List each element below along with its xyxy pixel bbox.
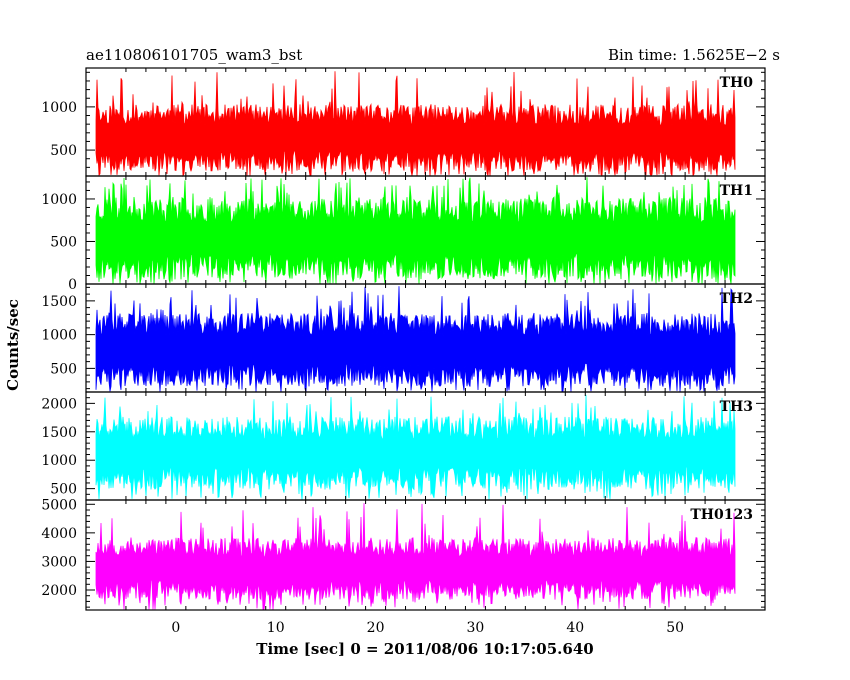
x-tick-label: 0: [171, 620, 180, 636]
x-tick-label: 20: [367, 620, 385, 636]
panel-th0: 500 1000 TH0: [41, 67, 766, 178]
x-tick-label: 10: [267, 620, 285, 636]
y-tick-label: 1000: [41, 328, 77, 344]
y-tick-label: 1500: [41, 294, 77, 310]
chart-subtitle: Bin time: 1.5625E−2 s: [608, 46, 780, 64]
x-tick-labels: 0 10 20 30 40 50: [171, 620, 684, 636]
y-axis-title: Counts/sec: [4, 299, 22, 391]
y-tick-label: 500: [50, 482, 77, 498]
y-tick-label: 2000: [41, 396, 77, 412]
y-tick-label: 1000: [41, 453, 77, 469]
y-tick-label: 1500: [41, 425, 77, 441]
series-th0: [95, 71, 736, 178]
y-tick-label: 1000: [41, 192, 77, 208]
series-th2: [95, 286, 736, 393]
y-tick-label: 5000: [41, 497, 77, 513]
panels: 500 1000 TH0 0 500 1000 TH1 500 1000 1500 TH2 500 10…: [41, 67, 766, 611]
x-tick-label: 50: [666, 620, 684, 636]
y-tick-label: 1000: [41, 100, 77, 116]
x-axis-title: Time [sec] 0 = 2011/08/06 10:17:05.640: [256, 640, 593, 658]
y-tick-label: 4000: [41, 526, 77, 542]
chart-title: ae110806101705_wam3_bst: [86, 46, 302, 64]
y-tick-label: 3000: [41, 554, 77, 570]
panel-th2: 500 1000 1500 TH2: [41, 283, 766, 393]
panel-label: TH0: [720, 75, 754, 91]
y-tick-label: 2000: [41, 583, 77, 599]
y-tick-label: 0: [68, 277, 77, 293]
y-tick-label: 500: [50, 143, 77, 159]
x-tick-label: 40: [566, 620, 584, 636]
panel-label: TH0123: [690, 507, 753, 523]
panel-th0123: 2000 3000 4000 5000 TH0123: [41, 497, 766, 611]
y-tick-label: 500: [50, 234, 77, 250]
panel-label: TH3: [720, 399, 753, 415]
series-th1: [95, 177, 736, 285]
x-tick-label: 30: [467, 620, 485, 636]
y-tick-label: 500: [50, 361, 77, 377]
panel-label: TH1: [720, 183, 753, 199]
panel-th1: 0 500 1000 TH1: [41, 175, 766, 293]
panel-label: TH2: [720, 291, 753, 307]
series-th0123: [95, 503, 736, 611]
series-th3: [95, 394, 736, 500]
panel-th3: 500 1000 1500 2000 TH3: [41, 391, 766, 501]
